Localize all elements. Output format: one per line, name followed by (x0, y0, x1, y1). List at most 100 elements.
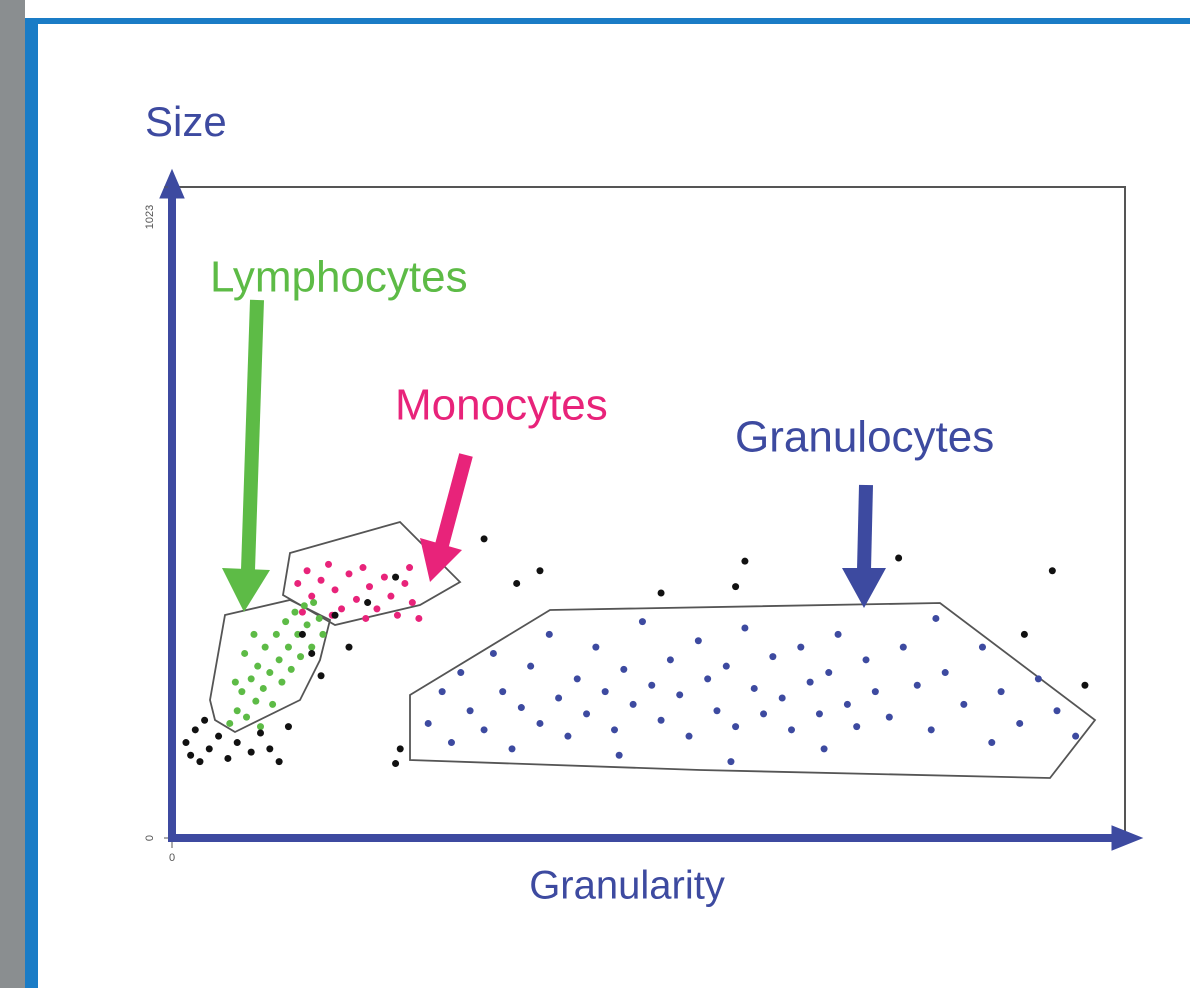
data-point (807, 679, 814, 686)
data-point (364, 599, 371, 606)
x-tick-label: 0 (169, 852, 175, 864)
x-axis-arrow (1112, 826, 1142, 850)
data-point (1035, 675, 1042, 682)
data-point (616, 752, 623, 759)
arrow (248, 300, 257, 570)
data-point (1021, 631, 1028, 638)
data-point (536, 567, 543, 574)
data-point (415, 615, 422, 622)
data-point (299, 609, 306, 616)
data-point (234, 739, 241, 746)
data-point (914, 682, 921, 689)
data-point (224, 755, 231, 762)
data-point (564, 733, 571, 740)
data-point (760, 710, 767, 717)
data-point (248, 749, 255, 756)
data-point (285, 644, 292, 651)
arrow-head (420, 538, 462, 582)
data-point (308, 650, 315, 657)
data-point (215, 733, 222, 740)
data-point (359, 564, 366, 571)
data-point (676, 691, 683, 698)
data-point (201, 717, 208, 724)
data-point (257, 730, 264, 737)
data-point (667, 656, 674, 663)
data-point (513, 580, 520, 587)
data-point (490, 650, 497, 657)
data-point (192, 726, 199, 733)
data-point (732, 723, 739, 730)
data-point (998, 688, 1005, 695)
data-point (266, 669, 273, 676)
data-point (301, 602, 308, 609)
data-point (401, 580, 408, 587)
data-point (779, 695, 786, 702)
data-point (397, 745, 404, 752)
data-point (979, 644, 986, 651)
data-point (555, 695, 562, 702)
data-point (234, 707, 241, 714)
data-point (816, 710, 823, 717)
data-point (276, 758, 283, 765)
photo-strip (0, 0, 25, 988)
data-point (988, 739, 995, 746)
data-point (257, 723, 264, 730)
data-point (345, 570, 352, 577)
data-point (630, 701, 637, 708)
data-point (345, 644, 352, 651)
data-point (338, 605, 345, 612)
data-point (308, 593, 315, 600)
points (182, 535, 1088, 767)
data-point (394, 612, 401, 619)
data-point (294, 580, 301, 587)
data-point (658, 717, 665, 724)
data-point (620, 666, 627, 673)
data-point (282, 618, 289, 625)
x-axis-title: Granularity (529, 864, 725, 908)
data-point (392, 760, 399, 767)
page: Size Granularity 010230LymphocytesMonocy… (0, 0, 1190, 988)
data-point (457, 669, 464, 676)
annotation: Lymphocytes (210, 253, 468, 302)
gates (210, 522, 1095, 778)
data-point (932, 615, 939, 622)
data-point (769, 653, 776, 660)
data-point (304, 621, 311, 628)
data-point (648, 682, 655, 689)
data-point (751, 685, 758, 692)
data-point (713, 707, 720, 714)
data-point (260, 685, 267, 692)
y-axis-title: Size (145, 98, 227, 145)
y-tick-label: 1023 (144, 205, 156, 229)
data-point (285, 723, 292, 730)
data-point (276, 656, 283, 663)
data-point (332, 586, 339, 593)
left-accent-bar (25, 22, 38, 988)
data-point (252, 698, 259, 705)
data-point (853, 723, 860, 730)
data-point (381, 574, 388, 581)
data-point (254, 663, 261, 670)
data-point (1016, 720, 1023, 727)
data-point (182, 739, 189, 746)
data-point (727, 758, 734, 765)
arrow (442, 455, 466, 545)
data-point (481, 535, 488, 542)
data-point (844, 701, 851, 708)
data-point (592, 644, 599, 651)
data-point (316, 615, 323, 622)
data-point (527, 663, 534, 670)
data-point (583, 710, 590, 717)
data-point (928, 726, 935, 733)
annotation: Granulocytes (735, 413, 994, 462)
data-point (248, 675, 255, 682)
data-point (409, 599, 416, 606)
chart: Size Granularity 010230LymphocytesMonocy… (0, 0, 1190, 988)
data-point (1049, 567, 1056, 574)
data-point (509, 745, 516, 752)
data-point (310, 599, 317, 606)
data-point (886, 714, 893, 721)
data-point (353, 596, 360, 603)
arrow (864, 485, 866, 570)
data-point (232, 679, 239, 686)
